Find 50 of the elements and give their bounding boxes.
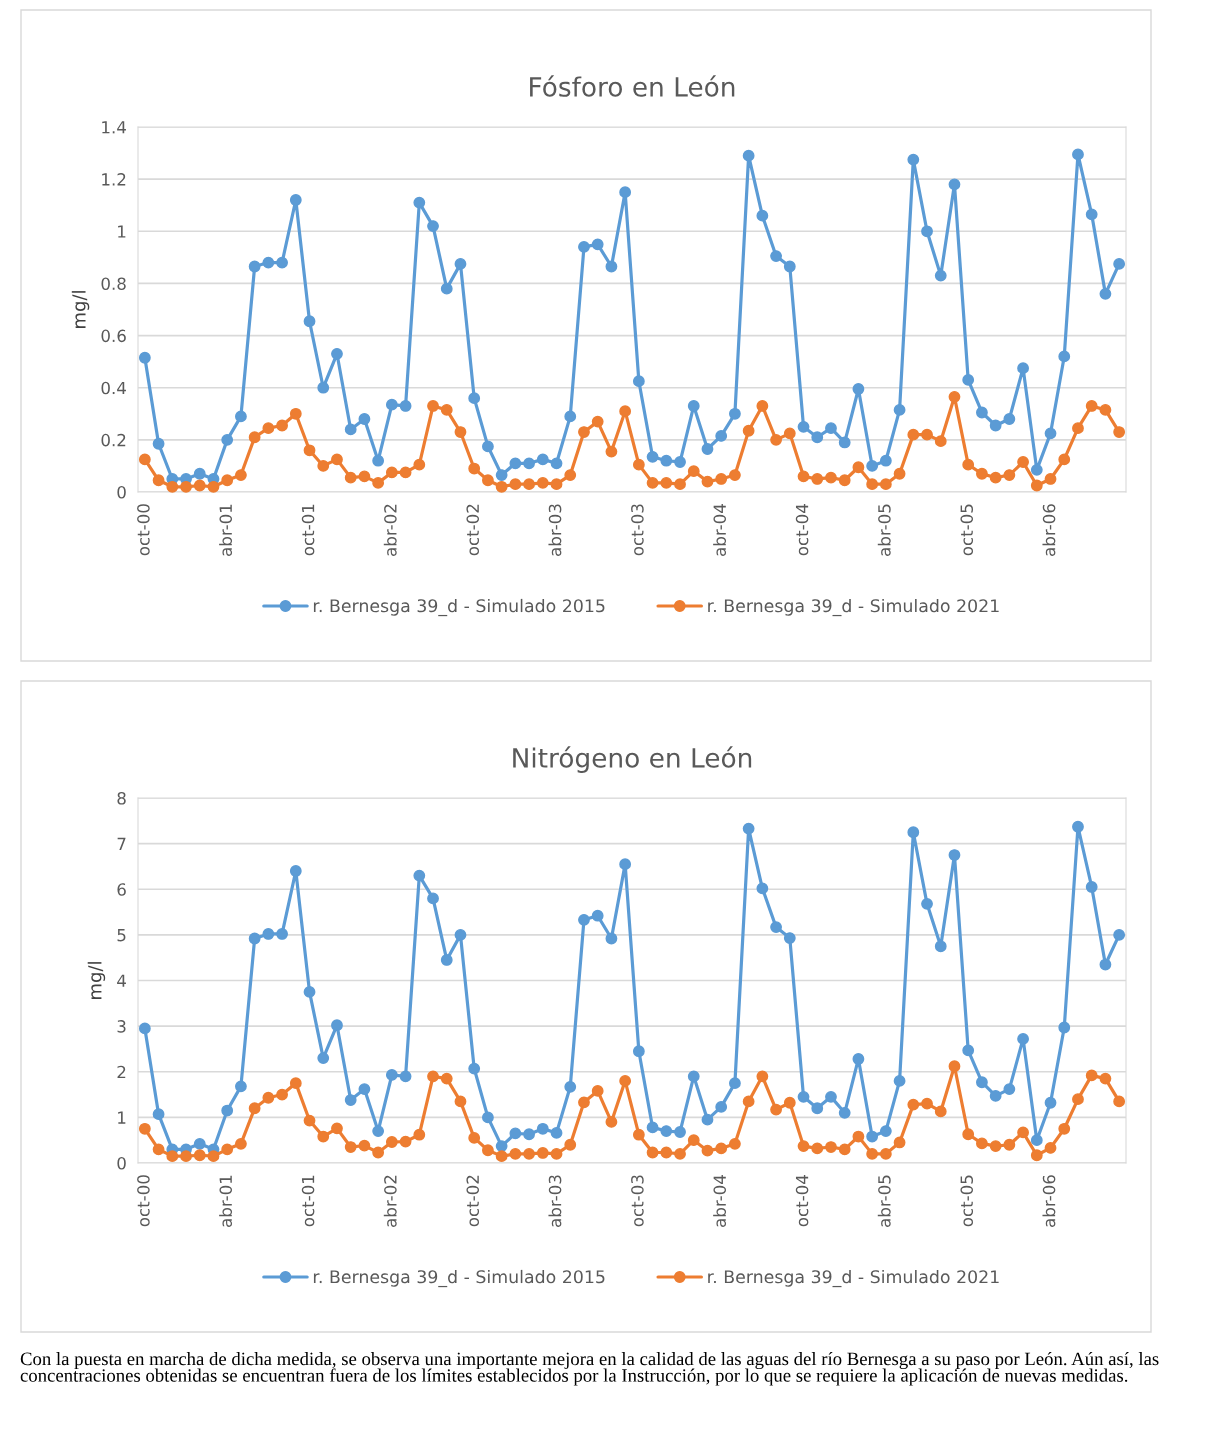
y-tick-label: 0.8: [101, 277, 126, 290]
text: Con la puesta en marcha de dicha medida, se observa una importante mejora en la calidad de las aguas del río Bernesga a su paso por León. Aún así, las concentraciones obtenidas se encuentran fuera de los límites establecidos por la Instrucción, por lo que se requiere la aplicación de nuevas medidas.: [20, 1352, 1159, 1386]
y-tick-label: 1.2: [102, 173, 126, 186]
x-tick-label: abr-02: [383, 1175, 397, 1227]
y-axis-title: mg/l: [87, 962, 106, 999]
x-tick-label: abr-02: [383, 504, 397, 556]
x-tick-label: abr-01: [219, 1175, 233, 1227]
y-tick-label: 0.2: [101, 433, 126, 447]
x-tick-label: oct-01: [301, 504, 315, 556]
y-tick-label: 6: [117, 883, 126, 896]
y-tick-label: 0.4: [101, 381, 126, 395]
x-tick-label: abr-06: [1042, 504, 1056, 556]
x-tick-label: oct-03: [631, 504, 644, 556]
chart-title: Fósforo en León: [530, 75, 735, 97]
x-tick-label: abr-05: [877, 504, 891, 556]
y-tick-label: 4: [117, 974, 126, 987]
y-tick-label: 0.6: [101, 329, 126, 343]
y-tick-label: 0: [117, 1156, 126, 1170]
x-tick-label: oct-03: [631, 1175, 644, 1227]
legend-label: r. Bernesga 39_d - Simulado 2015: [313, 1269, 605, 1288]
x-tick-label: abr-01: [219, 504, 233, 556]
x-tick-label: oct-04: [795, 1175, 809, 1227]
legend-label: r. Bernesga 39_d - Simulado 2021: [708, 1269, 999, 1288]
x-tick-label: oct-02: [466, 1175, 480, 1227]
y-tick-label: 5: [117, 929, 126, 942]
x-tick-label: abr-04: [713, 1175, 727, 1227]
chart-title: Nitrógeno en León: [513, 746, 752, 773]
x-tick-label: abr-03: [548, 1175, 562, 1227]
x-tick-label: oct-01: [301, 1175, 315, 1227]
legend-label: r. Bernesga 39_d - Simulado 2021: [708, 598, 999, 617]
x-tick-label: abr-05: [877, 1175, 891, 1227]
x-tick-label: abr-03: [548, 504, 562, 556]
x-tick-label: oct-02: [466, 504, 480, 556]
y-tick-label: 1: [118, 1111, 126, 1124]
x-tick-label: oct-04: [795, 504, 809, 556]
y-tick-label: 1: [118, 225, 126, 238]
y-tick-label: 1.4: [102, 121, 126, 134]
legend-label: r. Bernesga 39_d - Simulado 2015: [313, 598, 605, 617]
y-tick-label: 7: [117, 837, 126, 850]
y-tick-label: 2: [117, 1065, 126, 1079]
y-axis-title: mg/l: [71, 291, 90, 328]
x-tick-label: oct-05: [960, 504, 974, 556]
x-tick-label: oct-00: [137, 504, 150, 556]
x-tick-label: abr-06: [1042, 1175, 1056, 1227]
x-tick-label: oct-05: [960, 1175, 974, 1227]
y-tick-label: 8: [117, 791, 126, 805]
y-tick-label: 3: [117, 1020, 126, 1033]
x-tick-label: abr-04: [713, 504, 727, 556]
x-tick-label: oct-00: [137, 1175, 150, 1227]
y-tick-label: 0: [117, 485, 126, 499]
